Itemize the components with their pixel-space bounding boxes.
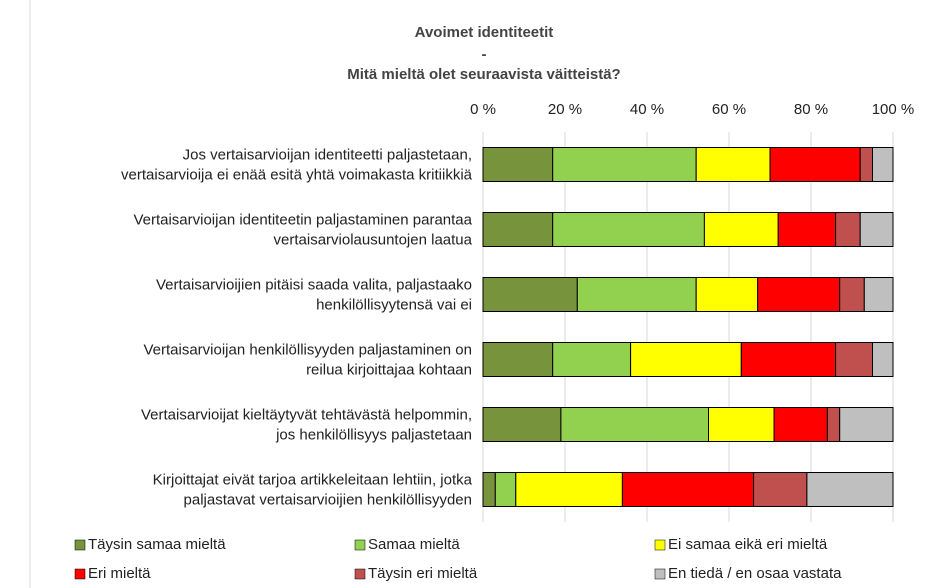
bar-segment <box>839 407 894 442</box>
chart-title: Mitä mieltä olet seuraavista väitteistä? <box>347 66 620 83</box>
x-tick-label: 0 % <box>470 101 496 118</box>
y-tick-label: Vertaisarvioijien pitäisi saada valita, … <box>156 276 472 293</box>
bar-segment <box>773 407 828 442</box>
legend-label: Täysin eri mieltä <box>368 565 478 582</box>
bar-segment <box>806 472 894 507</box>
legend-swatch <box>354 539 366 551</box>
bar-segment <box>835 212 861 247</box>
legend-swatch <box>74 568 86 580</box>
bar-segment <box>826 407 841 442</box>
bar-segment <box>515 472 623 507</box>
bar-segment <box>740 342 837 377</box>
bar-segment <box>552 212 705 247</box>
bar-segment <box>630 342 742 377</box>
bar-segment <box>708 407 775 442</box>
x-tick-label: 40 % <box>630 101 664 118</box>
bar-segment <box>777 212 837 247</box>
bar-segment <box>552 342 632 377</box>
bar-segment <box>560 407 710 442</box>
bar-segment <box>757 277 841 312</box>
bar-segment <box>482 277 578 312</box>
y-tick-label: jos henkilöllisyys paljastetaan <box>275 426 472 443</box>
legend-swatch <box>74 539 86 551</box>
bar-segment <box>482 212 554 247</box>
bar-segment <box>872 147 894 182</box>
y-tick-label: paljastavat vertaisarvioijien henkilölli… <box>184 491 472 508</box>
bar-segment <box>552 147 697 182</box>
y-tick-label: vertaisarvioija ei enää esitä yhtä voima… <box>121 166 473 183</box>
x-tick-label: 60 % <box>712 101 746 118</box>
y-tick-label: Jos vertaisarvioijan identiteetti paljas… <box>183 146 472 163</box>
legend-label: Täysin samaa mieltä <box>88 536 226 553</box>
bar-segment <box>621 472 755 507</box>
legend-label: Samaa mieltä <box>368 536 460 553</box>
bar-segment <box>753 472 808 507</box>
legend-label: En tiedä / en osaa vastata <box>668 565 842 582</box>
bar-segment <box>576 277 697 312</box>
y-tick-label: vertaisarviolausuntojen laatua <box>274 231 473 248</box>
bar-segment <box>863 277 894 312</box>
bar-segment <box>859 147 874 182</box>
bar-segment <box>494 472 517 507</box>
bar-segment <box>859 212 894 247</box>
bar-segment <box>695 277 759 312</box>
y-tick-label: Vertaisarvioijat kieltäytyvät tehtävästä… <box>141 406 472 423</box>
chart-title: Avoimet identiteetit <box>415 24 554 41</box>
bar-segment <box>695 147 771 182</box>
legend-label: Eri mieltä <box>88 565 151 582</box>
legend-swatch <box>654 539 666 551</box>
y-tick-label: reilua kirjoittajaa kohtaan <box>306 361 472 378</box>
y-tick-label: henkilöllisyytensä vai ei <box>316 296 472 313</box>
x-tick-label: 100 % <box>872 101 915 118</box>
legend-swatch <box>654 568 666 580</box>
legend-label: Ei samaa eikä eri mieltä <box>668 536 828 553</box>
bar-segment <box>482 472 496 507</box>
chart-title: - <box>482 46 487 63</box>
bar-segment <box>482 407 562 442</box>
legend-swatch <box>354 568 366 580</box>
bar-segment <box>769 147 861 182</box>
y-tick-label: Vertaisarvioijan identiteetin paljastami… <box>133 211 472 228</box>
bar-segment <box>839 277 865 312</box>
x-tick-label: 20 % <box>548 101 582 118</box>
bar-segment <box>835 342 873 377</box>
y-tick-label: Kirjoittajat eivät tarjoa artikkeleitaan… <box>153 471 473 488</box>
y-tick-label: Vertaisarvioijan henkilöllisyyden paljas… <box>143 341 472 358</box>
bar-segment <box>872 342 894 377</box>
bar-segment <box>482 147 554 182</box>
bar-segment <box>703 212 779 247</box>
x-tick-label: 80 % <box>794 101 828 118</box>
bar-segment <box>482 342 554 377</box>
